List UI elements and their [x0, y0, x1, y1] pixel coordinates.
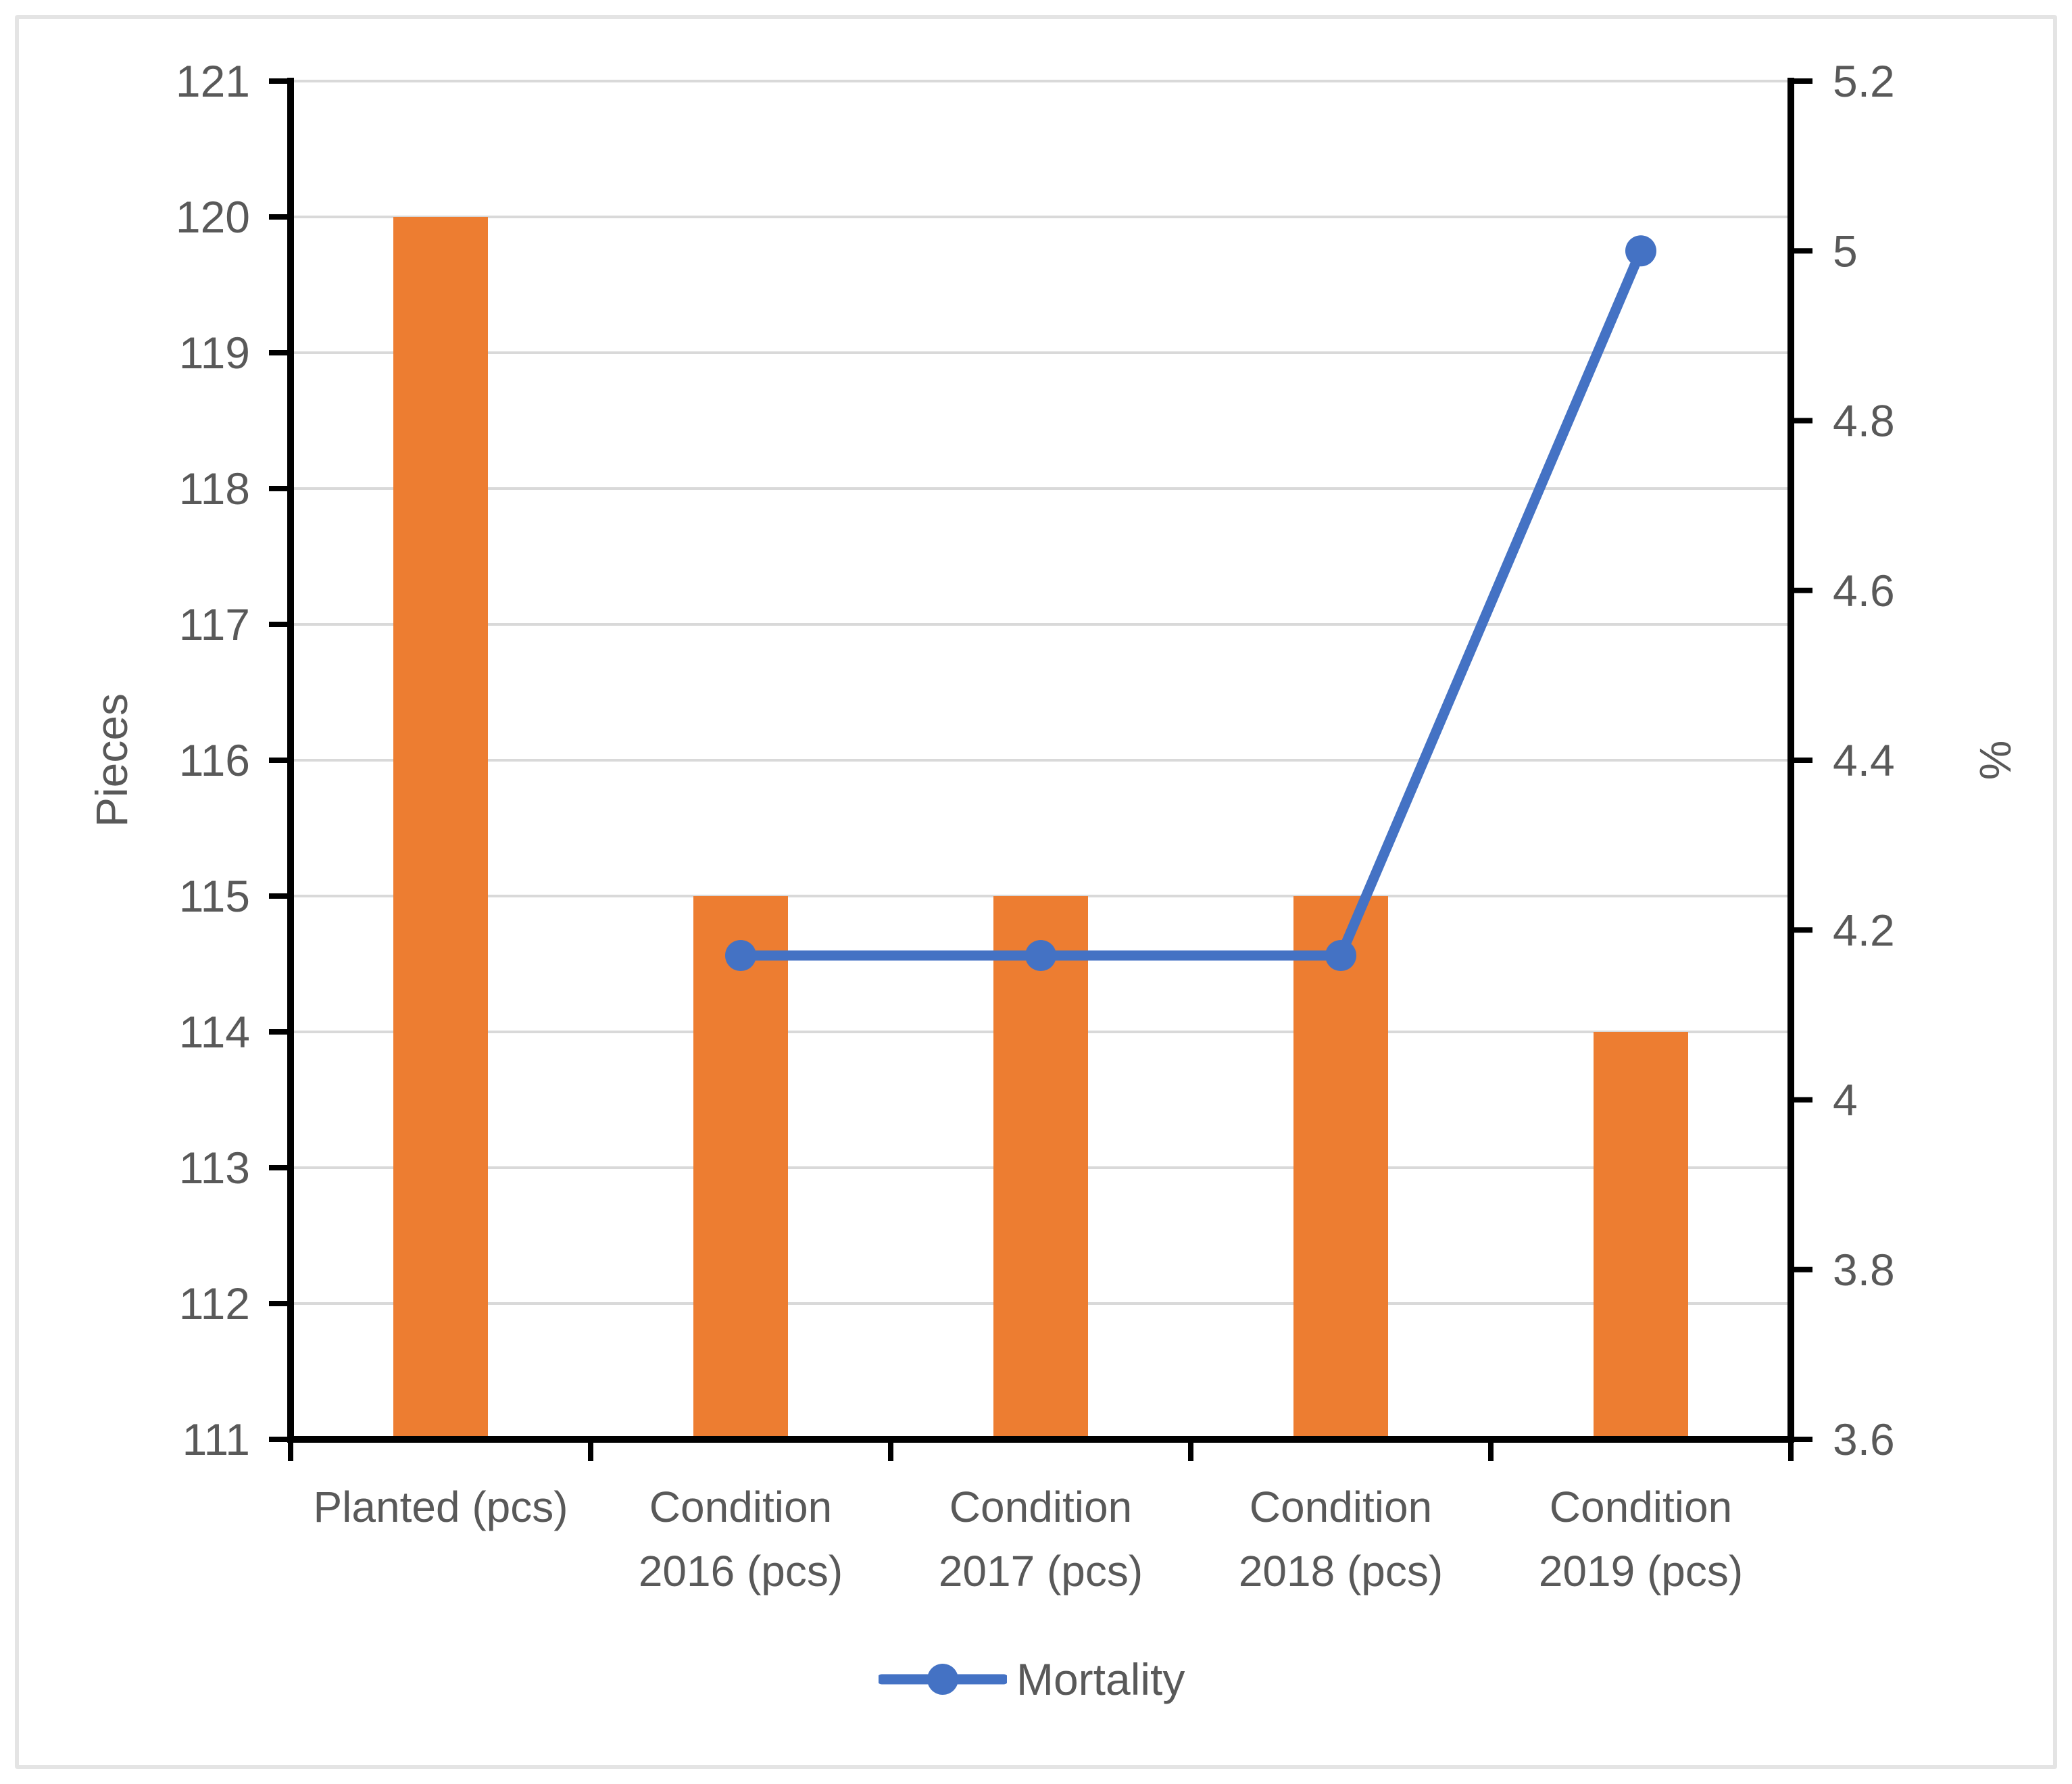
- mortality-marker: [1025, 939, 1056, 971]
- right-tick-label: 4.8: [1833, 396, 1895, 446]
- category-label: Planted (pcs): [313, 1483, 568, 1531]
- category-label: Condition: [1250, 1483, 1432, 1531]
- category-label: Condition: [649, 1483, 832, 1531]
- left-axis-title: Pieces: [87, 693, 137, 828]
- mortality-marker: [1625, 235, 1656, 267]
- mortality-marker: [1325, 939, 1356, 971]
- category-labels: Planted (pcs) Condition 2016 (pcs) Conditio…: [313, 1483, 1743, 1595]
- legend: Mortality: [879, 1635, 1185, 1723]
- right-tick-label: 3.8: [1833, 1245, 1895, 1295]
- right-tick-label: 4.4: [1833, 735, 1895, 785]
- left-tick-label: 117: [179, 599, 250, 649]
- tick-labels: 111 112 113 114 115 116 117 118 119 120 121 3.6 3.8 4…: [176, 56, 1895, 1464]
- right-tick-label: 4: [1833, 1075, 1858, 1125]
- left-tick-label: 121: [176, 56, 250, 106]
- left-tick-label: 111: [182, 1414, 250, 1464]
- category-label: 2018 (pcs): [1239, 1547, 1443, 1595]
- right-tick-label: 4.6: [1833, 566, 1895, 616]
- category-label: 2019 (pcs): [1539, 1547, 1743, 1595]
- mortality-line: [735, 245, 1646, 961]
- left-tick-label: 119: [179, 328, 250, 378]
- right-tick-label: 4.2: [1833, 905, 1895, 955]
- category-label: 2016 (pcs): [639, 1547, 843, 1595]
- bar: [393, 217, 488, 1439]
- bar-series: [393, 217, 1688, 1439]
- left-tick-label: 112: [179, 1279, 250, 1329]
- axes: [269, 78, 1812, 1461]
- legend-label: Mortality: [1016, 1654, 1185, 1704]
- bar: [1594, 1032, 1688, 1439]
- left-tick-label: 120: [176, 192, 250, 242]
- right-tick-label: 5: [1833, 226, 1858, 276]
- left-tick-label: 114: [179, 1007, 250, 1057]
- category-label: Condition: [1550, 1483, 1732, 1531]
- category-label: 2017 (pcs): [939, 1547, 1143, 1595]
- left-tick-label: 116: [179, 735, 250, 785]
- gridlines: [291, 80, 1791, 1305]
- mortality-marker: [725, 939, 756, 971]
- bar: [693, 896, 788, 1439]
- line-series: [725, 235, 1656, 971]
- right-tick-label: 5.2: [1833, 56, 1895, 106]
- left-tick-label: 115: [179, 871, 250, 921]
- right-axis-title: %: [1970, 740, 2020, 780]
- left-tick-label: 118: [179, 464, 250, 514]
- legend-line-marker-icon: [879, 1664, 1007, 1695]
- left-tick-label: 113: [179, 1143, 250, 1193]
- bar: [1293, 896, 1388, 1439]
- bar: [993, 896, 1088, 1439]
- category-label: Condition: [949, 1483, 1132, 1531]
- right-tick-label: 3.6: [1833, 1414, 1895, 1464]
